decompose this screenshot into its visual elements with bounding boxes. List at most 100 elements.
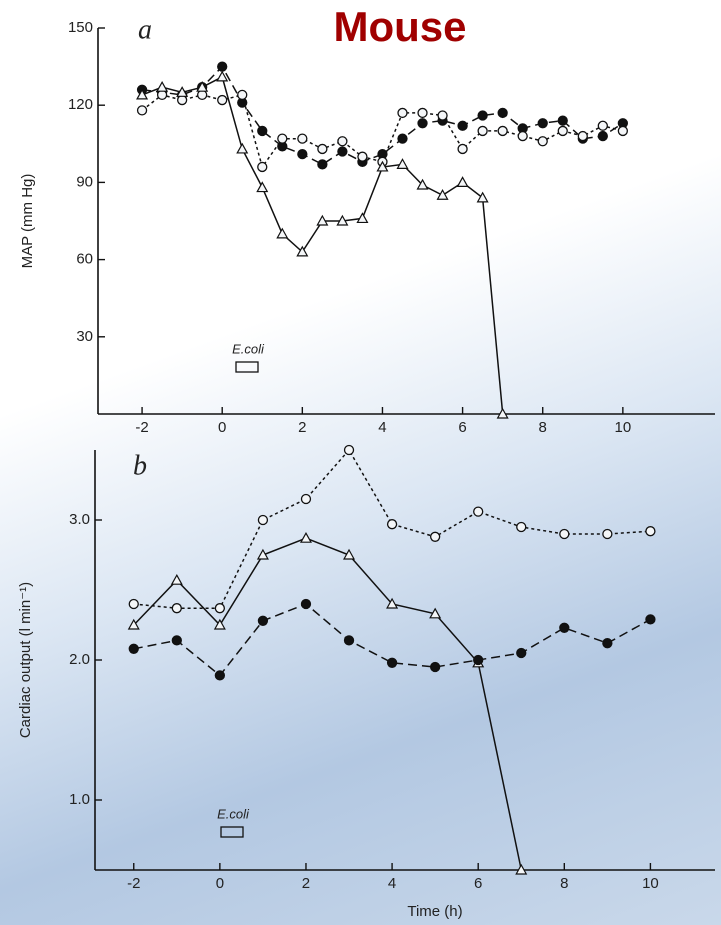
triangle-marker xyxy=(256,548,269,560)
filled-marker xyxy=(257,125,268,137)
open-marker xyxy=(537,136,548,147)
open-marker xyxy=(297,133,308,144)
filled-marker xyxy=(597,130,608,142)
y-tick-label: 120 xyxy=(68,96,93,113)
open-marker xyxy=(602,528,613,540)
open-marker xyxy=(300,493,312,505)
x-axis-label: Time (h) xyxy=(407,903,462,920)
x-tick-label: 0 xyxy=(218,419,226,436)
filled-marker xyxy=(559,622,570,633)
y-axis-label: Cardiac output (l min⁻¹) xyxy=(17,582,34,738)
open-marker xyxy=(277,133,288,144)
open-marker xyxy=(337,136,348,147)
open-marker xyxy=(386,519,398,530)
open-marker xyxy=(516,521,527,533)
triangle-marker xyxy=(156,80,169,92)
series-line xyxy=(133,537,523,871)
y-tick-label: 2.0 xyxy=(69,651,90,668)
triangle-marker xyxy=(176,86,189,97)
open-marker xyxy=(645,526,656,537)
x-tick-label: 4 xyxy=(388,875,396,892)
open-marker xyxy=(257,161,268,173)
filled-marker xyxy=(477,110,488,121)
x-tick-label: 10 xyxy=(615,419,632,436)
x-tick-label: 2 xyxy=(298,419,306,436)
x-tick-label: 6 xyxy=(458,419,466,436)
triangle-marker xyxy=(316,214,329,226)
x-tick-label: -2 xyxy=(135,419,148,436)
filled-marker xyxy=(557,115,568,126)
triangle-marker xyxy=(299,531,312,543)
open-marker xyxy=(417,107,428,119)
open-marker xyxy=(217,94,228,106)
filled-marker xyxy=(257,615,269,626)
triangle-marker xyxy=(476,191,489,203)
open-marker xyxy=(429,531,441,542)
x-tick-label: 8 xyxy=(560,875,568,892)
filled-marker xyxy=(343,635,355,646)
triangle-marker xyxy=(429,607,442,619)
open-marker xyxy=(437,110,448,121)
triangle-marker xyxy=(356,212,369,224)
filled-marker xyxy=(214,670,226,681)
y-tick-label: 3.0 xyxy=(69,511,90,528)
open-marker xyxy=(559,528,570,540)
triangle-marker xyxy=(216,70,229,82)
open-marker xyxy=(357,151,368,162)
filled-marker xyxy=(457,120,468,131)
filled-marker xyxy=(602,638,613,649)
filled-marker xyxy=(645,614,656,625)
y-axis-label: MAP (mm Hg) xyxy=(19,174,36,269)
annotation: E.coli xyxy=(232,341,265,356)
annotation-box xyxy=(235,361,259,373)
filled-marker xyxy=(171,635,182,646)
open-marker xyxy=(397,107,408,119)
filled-marker xyxy=(397,133,408,144)
open-marker xyxy=(473,506,484,517)
filled-marker xyxy=(429,661,441,673)
open-marker xyxy=(517,130,528,142)
filled-marker xyxy=(417,118,428,129)
annotation: E.coli xyxy=(217,806,250,821)
triangle-marker xyxy=(136,88,149,100)
y-tick-label: 1.0 xyxy=(69,791,90,808)
open-marker xyxy=(577,130,588,142)
y-tick-label: 60 xyxy=(76,251,93,268)
triangle-marker xyxy=(456,176,469,187)
triangle-marker xyxy=(256,181,269,193)
filled-marker xyxy=(337,146,348,157)
triangle-marker xyxy=(236,142,249,154)
open-marker xyxy=(457,143,468,155)
triangle-marker xyxy=(296,245,309,257)
x-tick-label: 2 xyxy=(302,875,310,892)
panel-label: b xyxy=(133,450,147,481)
open-marker xyxy=(477,125,488,137)
triangle-marker xyxy=(127,618,140,630)
triangle-marker xyxy=(436,189,449,200)
x-tick-label: -2 xyxy=(127,875,140,892)
filled-marker xyxy=(537,118,548,129)
x-tick-label: 4 xyxy=(378,419,386,436)
y-tick-label: 30 xyxy=(76,328,93,345)
triangle-marker xyxy=(515,863,528,875)
triangle-marker xyxy=(376,160,389,172)
open-marker xyxy=(136,105,148,116)
triangle-marker xyxy=(170,573,183,585)
open-marker xyxy=(343,444,355,456)
triangle-marker xyxy=(213,618,226,630)
x-tick-label: 0 xyxy=(216,875,224,892)
annotation-box xyxy=(220,826,244,838)
triangle-marker xyxy=(276,227,289,239)
triangle-marker xyxy=(416,178,429,190)
main-title: Mouse xyxy=(333,3,466,50)
filled-marker xyxy=(516,647,527,659)
open-marker xyxy=(237,89,248,101)
y-tick-label: 150 xyxy=(68,19,93,36)
open-marker xyxy=(214,603,226,614)
triangle-marker xyxy=(496,407,509,419)
x-tick-label: 10 xyxy=(642,875,659,892)
open-marker xyxy=(317,143,328,155)
open-marker xyxy=(597,120,608,131)
filled-marker xyxy=(497,107,508,119)
